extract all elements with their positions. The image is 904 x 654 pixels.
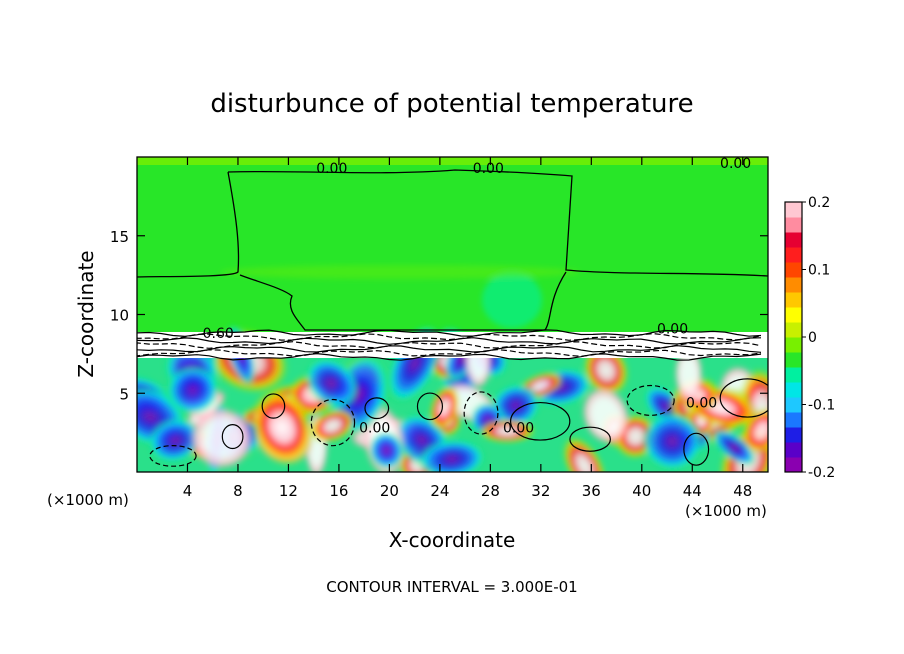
colorbar-tick-label: -0.2: [808, 465, 835, 481]
colorbar-segment: [785, 397, 802, 413]
turbulence-contour: [719, 378, 768, 418]
colorbar-segment: [785, 457, 802, 473]
y-tick-label: 15: [110, 228, 129, 246]
colorbar-segment: [785, 337, 802, 353]
turbulence-contour: [221, 424, 244, 450]
colorbar-segment: [785, 427, 802, 443]
colorbar-segment: [785, 322, 802, 338]
colorbar-segment: [785, 202, 802, 218]
contour-interval-note: CONTOUR INTERVAL = 3.000E-01: [326, 578, 577, 596]
layer-contour: [137, 341, 762, 349]
turbulence-contour: [683, 432, 710, 466]
layer-contour: [137, 337, 762, 345]
colorbar-segment: [785, 292, 802, 308]
contour-label: 0.00: [686, 395, 717, 411]
x-tick-label: 20: [380, 482, 399, 500]
turbulence-contour: [261, 393, 286, 419]
x-axis: 4 8 12 16 20 24 28 32 36 40 44 48: [183, 157, 752, 500]
layer-contour: [137, 332, 762, 341]
colorbar-segment: [785, 262, 802, 278]
colorbar-segment: [785, 367, 802, 383]
turbulence-contour: [364, 397, 390, 420]
y-axis-label: Z-coordinate: [74, 250, 98, 377]
heatmap-field: 0.00 0.00 0.00 0.60 0.00 0.00 0.00 0.00: [137, 156, 768, 472]
turbulence-contour: [510, 401, 571, 441]
x-axis-label: X-coordinate: [389, 528, 516, 552]
contour-label: 0.00: [720, 156, 751, 172]
turbulence-contour: [416, 392, 444, 421]
x-tick-label: 8: [233, 482, 243, 500]
x-tick-label: 16: [329, 482, 348, 500]
colorbar-segment: [785, 382, 802, 398]
contour-label: 0.00: [503, 421, 534, 437]
contour-label: 0.60: [203, 326, 234, 342]
x-tick-label: 12: [279, 482, 298, 500]
colorbar-tick-label: 0.2: [808, 195, 830, 211]
colorbar-segment: [785, 232, 802, 248]
colorbar-segment: [785, 352, 802, 368]
x-tick-label: 24: [430, 482, 449, 500]
x-tick-label: 40: [632, 482, 651, 500]
colorbar-tick-label: 0.1: [808, 263, 830, 279]
colorbar-tick-label: 0: [808, 330, 817, 346]
x-tick-label: 48: [733, 482, 752, 500]
x-tick-label: 4: [183, 482, 193, 500]
contour-label: 0.00: [473, 161, 504, 177]
turbulence-contour: [463, 391, 499, 435]
turbulence-contour: [149, 445, 197, 467]
x-tick-label: 32: [531, 482, 550, 500]
y-tick-label: 5: [119, 385, 129, 403]
turbulence-contour: [310, 398, 356, 447]
y-axis: 5 10 15: [110, 228, 768, 403]
x-unit-left: (×1000 m): [47, 491, 129, 509]
x-tick-label: 28: [481, 482, 500, 500]
chart-title: disturbunce of potential temperature: [210, 89, 693, 119]
colorbar-segment: [785, 277, 802, 293]
contour-zero-upper: [137, 169, 768, 278]
colorbar-segment: [785, 307, 802, 323]
colorbar-tick-label: -0.1: [808, 398, 835, 414]
contour-label: 0.00: [657, 321, 688, 337]
contour-upper-base: [239, 271, 567, 331]
x-tick-label: 36: [582, 482, 601, 500]
colorbar-segment: [785, 217, 802, 233]
y-tick-label: 10: [110, 307, 129, 325]
layer-contour: [137, 329, 762, 337]
contour-label: 0.00: [316, 161, 347, 177]
turbulence-contour: [626, 384, 675, 416]
turbulence-contour: [569, 426, 611, 452]
contour-label: 0.00: [359, 421, 390, 437]
x-unit-right: (×1000 m): [685, 502, 767, 520]
layer-contour: [137, 345, 762, 353]
layer-contour: [137, 348, 762, 357]
colorbar-segment: [785, 412, 802, 428]
colorbar-segment: [785, 442, 802, 458]
x-tick-label: 44: [683, 482, 702, 500]
colorbar: 0.2 0.1 0 -0.1 -0.2: [784, 195, 835, 481]
layer-contour: [137, 352, 762, 361]
colorbar-segment: [785, 247, 802, 263]
